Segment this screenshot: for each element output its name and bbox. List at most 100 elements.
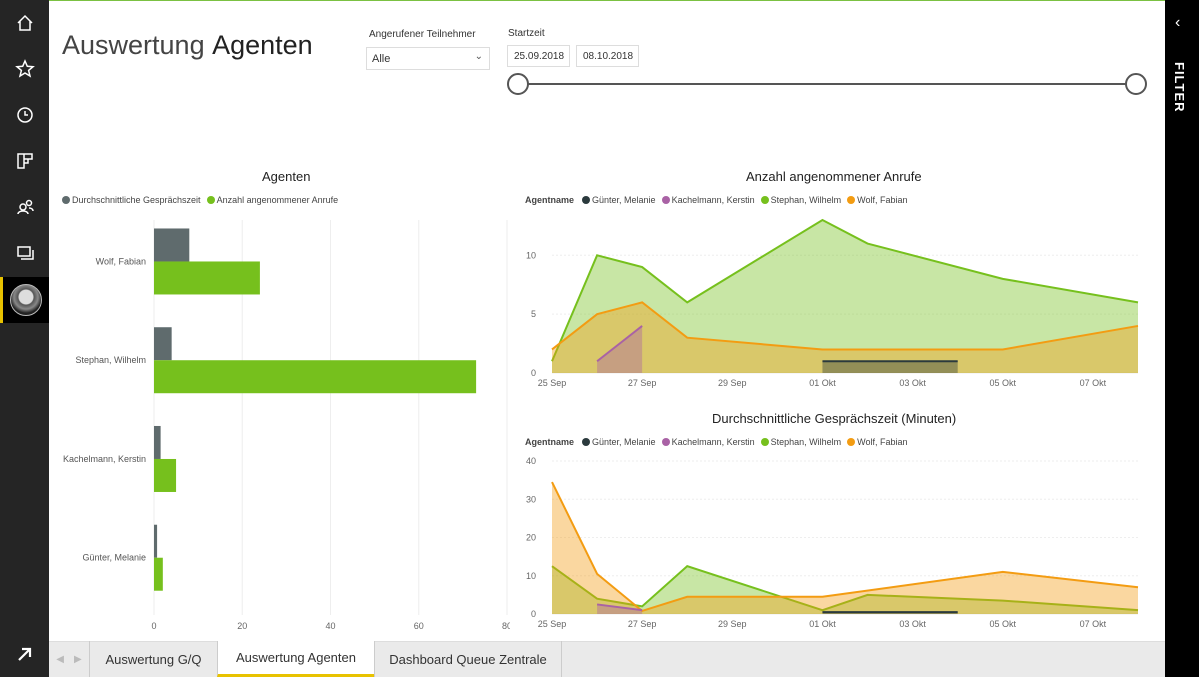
clock-icon[interactable] xyxy=(0,92,49,138)
legend-label: Anzahl angenommener Anrufe xyxy=(216,195,339,205)
x-tick-label: 03 Okt xyxy=(899,378,926,388)
shared-icon[interactable] xyxy=(0,184,49,230)
chevron-right-icon[interactable]: ▶ xyxy=(74,653,82,665)
legend-dot xyxy=(582,438,591,446)
legend-label: Kachelmann, Kerstin xyxy=(671,437,755,447)
star-icon[interactable] xyxy=(0,46,49,92)
legend-dot xyxy=(847,438,856,446)
page-title-light: Auswertung xyxy=(62,30,205,60)
legend-item[interactable]: Günter, Melanie xyxy=(582,195,656,205)
bar xyxy=(154,360,477,394)
participant-value: Alle xyxy=(372,53,391,65)
left-nav xyxy=(0,0,49,677)
series-line xyxy=(596,603,643,612)
bar xyxy=(154,524,158,558)
slider-handle-start[interactable] xyxy=(507,73,529,95)
category-label: Wolf, Fabian xyxy=(96,256,146,266)
series-area xyxy=(552,302,1138,373)
area-chart-2[interactable]: 0 10 20 30 40 25 Sep 27 Sep 29 Sep 01 Okt 03 Okt 0… xyxy=(510,452,1160,637)
legend-item[interactable]: Wolf, Fabian xyxy=(847,437,908,447)
x-tick-label: 29 Sep xyxy=(718,619,747,629)
y-tick-label: 5 xyxy=(531,309,536,319)
apps-icon[interactable] xyxy=(0,230,49,276)
legend-label: Günter, Melanie xyxy=(592,195,656,205)
bar xyxy=(154,327,172,361)
chevron-left-icon[interactable]: ‹ xyxy=(1175,14,1181,31)
filter-label[interactable]: FILTER xyxy=(1172,62,1187,113)
area-chart-1[interactable]: 0 5 10 25 Sep 27 Sep 29 Sep 01 Okt 03 Okt 05 Okt… xyxy=(510,215,1160,395)
category-label: Stephan, Wilhelm xyxy=(75,355,146,365)
page-title: Auswertung Agenten xyxy=(62,30,313,61)
series-line xyxy=(551,481,1139,613)
x-tick-label: 07 Okt xyxy=(1080,619,1107,629)
series-line xyxy=(551,565,1139,612)
x-tick-label: 27 Sep xyxy=(628,378,657,388)
filter-pane[interactable] xyxy=(1165,0,1199,677)
x-tick-label: 40 xyxy=(325,621,335,631)
chevron-left-icon[interactable]: ◀ xyxy=(56,653,64,665)
area-chart-2-legend: Agentname Günter, Melanie Kachelmann, Ker… xyxy=(525,437,908,447)
x-tick-label: 20 xyxy=(237,621,247,631)
series-area xyxy=(552,220,1138,373)
legend-item[interactable]: Kachelmann, Kerstin xyxy=(661,437,755,447)
legend-dot xyxy=(847,196,856,204)
x-tick-label: 29 Sep xyxy=(718,378,747,388)
legend-item[interactable]: Kachelmann, Kerstin xyxy=(661,195,755,205)
x-tick-label: 05 Okt xyxy=(990,619,1017,629)
bar xyxy=(154,228,190,262)
bar-chart[interactable]: 0 20 40 60 80 Wolf, Fabian Stephan, Wilhelm Kac… xyxy=(50,215,510,635)
tab-auswertung-gq[interactable]: Auswertung G/Q xyxy=(89,641,217,677)
x-tick-label: 25 Sep xyxy=(538,378,567,388)
x-tick-label: 03 Okt xyxy=(899,619,926,629)
tab-scroll-arrows[interactable]: ◀ ▶ xyxy=(49,641,89,677)
bar-chart-title: Agenten xyxy=(262,169,311,184)
area-chart-1-title: Anzahl angenommener Anrufe xyxy=(746,169,922,184)
tab-dashboard-queue[interactable]: Dashboard Queue Zentrale xyxy=(374,641,562,677)
chevron-down-icon: ⌄ xyxy=(474,51,483,62)
y-tick-label: 0 xyxy=(531,368,536,378)
legend-item[interactable]: Durchschnittliche Gesprächszeit xyxy=(62,195,201,205)
legend-label: Wolf, Fabian xyxy=(857,195,908,205)
legend-label: Günter, Melanie xyxy=(592,437,656,447)
home-icon[interactable] xyxy=(0,0,49,46)
user-avatar[interactable] xyxy=(0,277,49,323)
x-tick-label: 80 xyxy=(502,621,510,631)
participant-slicer-label: Angerufener Teilnehmer xyxy=(369,29,476,40)
y-tick-label: 40 xyxy=(526,456,536,466)
start-slicer-label: Startzeit xyxy=(508,28,545,39)
x-tick-label: 05 Okt xyxy=(990,378,1017,388)
x-tick-label: 60 xyxy=(414,621,424,631)
category-label: Günter, Melanie xyxy=(82,553,146,563)
y-tick-label: 20 xyxy=(526,533,536,543)
series-line xyxy=(596,325,643,363)
legend-item[interactable]: Stephan, Wilhelm xyxy=(760,437,841,447)
legend-item[interactable]: Günter, Melanie xyxy=(582,437,656,447)
y-tick-label: 10 xyxy=(526,250,536,260)
legend-item[interactable]: Wolf, Fabian xyxy=(847,195,908,205)
x-tick-label: 07 Okt xyxy=(1080,378,1107,388)
series-line xyxy=(551,301,1139,351)
series-area xyxy=(552,566,1138,614)
legend-title: Agentname xyxy=(525,437,575,447)
date-range-slider[interactable] xyxy=(518,83,1136,85)
category-label: Kachelmann, Kerstin xyxy=(63,454,146,464)
slider-handle-end[interactable] xyxy=(1125,73,1147,95)
workspaces-icon[interactable] xyxy=(0,138,49,184)
legend-item[interactable]: Anzahl angenommener Anrufe xyxy=(206,195,339,205)
arrow-up-right-icon[interactable] xyxy=(0,631,49,677)
y-tick-label: 10 xyxy=(526,571,536,581)
legend-item[interactable]: Stephan, Wilhelm xyxy=(760,195,841,205)
bar xyxy=(154,261,260,295)
area-chart-1-legend: Agentname Günter, Melanie Kachelmann, Ker… xyxy=(525,195,908,205)
start-date-to[interactable]: 08.10.2018 xyxy=(576,45,639,67)
series-area xyxy=(552,482,1138,614)
start-date-from[interactable]: 25.09.2018 xyxy=(507,45,570,67)
legend-dot xyxy=(206,196,215,204)
legend-dot xyxy=(661,438,670,446)
participant-dropdown[interactable]: Alle ⌄ xyxy=(366,47,490,70)
x-tick-label: 0 xyxy=(151,621,156,631)
tab-auswertung-agenten[interactable]: Auswertung Agenten xyxy=(217,641,374,677)
legend-dot xyxy=(760,196,769,204)
x-tick-label: 25 Sep xyxy=(538,619,567,629)
x-tick-label: 01 Okt xyxy=(809,378,836,388)
